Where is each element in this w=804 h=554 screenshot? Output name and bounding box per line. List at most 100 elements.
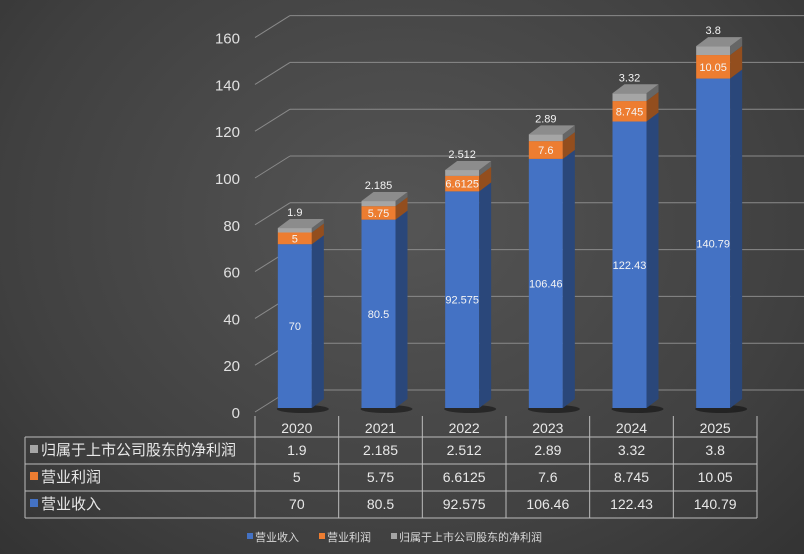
table-row-header: 归属于上市公司股东的净利润 bbox=[41, 442, 236, 459]
bar-segment-side bbox=[479, 161, 492, 176]
data-label: 7.6 bbox=[538, 145, 553, 157]
y-tick-label: 160 bbox=[215, 31, 240, 48]
bar-segment bbox=[612, 93, 647, 102]
table-cell: 3.8 bbox=[705, 442, 725, 458]
bar-segment bbox=[612, 101, 647, 122]
gridline-diagonal bbox=[254, 155, 291, 179]
bar-segment bbox=[528, 141, 563, 159]
bar-segment-side bbox=[646, 92, 659, 122]
y-tick-label: 40 bbox=[223, 311, 240, 328]
bar-segment-side bbox=[311, 223, 324, 245]
bar-segment bbox=[277, 244, 312, 408]
data-label: 3.32 bbox=[619, 72, 640, 84]
bar-segment-top bbox=[612, 84, 659, 94]
table-cell: 80.5 bbox=[367, 496, 394, 512]
bar-segment bbox=[361, 206, 396, 220]
bar-segment-side bbox=[562, 132, 575, 159]
bar-segment-side bbox=[730, 46, 743, 79]
category-label: 2024 bbox=[616, 420, 647, 436]
bar-segment-top bbox=[445, 161, 492, 171]
bar-segment bbox=[361, 219, 396, 408]
category-label: 2025 bbox=[700, 420, 731, 436]
gridline-diagonal bbox=[254, 202, 291, 226]
bar-segment-top bbox=[696, 37, 743, 47]
bar-segment bbox=[445, 191, 480, 408]
legend-swatch bbox=[319, 533, 325, 539]
bar-segment-side bbox=[730, 37, 743, 56]
y-tick-label: 120 bbox=[215, 124, 240, 141]
legend-swatch bbox=[391, 533, 397, 539]
table-cell: 8.745 bbox=[614, 469, 649, 485]
bar-segment bbox=[445, 175, 480, 192]
bar-segment bbox=[528, 158, 563, 408]
data-label: 5.75 bbox=[368, 208, 389, 220]
bar-segment-side bbox=[395, 192, 408, 207]
y-tick-label: 140 bbox=[215, 77, 240, 94]
legend-key-icon bbox=[30, 472, 38, 480]
category-label: 2022 bbox=[449, 420, 480, 436]
bar-segment-side bbox=[730, 69, 743, 409]
bar-segment-side bbox=[395, 197, 408, 220]
table-cell: 5 bbox=[293, 469, 301, 485]
legend-key-icon bbox=[30, 445, 38, 453]
table-cell: 5.75 bbox=[367, 469, 394, 485]
gridline-diagonal bbox=[254, 108, 291, 132]
data-label: 5 bbox=[292, 233, 298, 245]
bar-segment-side bbox=[646, 112, 659, 409]
table-cell: 106.46 bbox=[526, 496, 569, 512]
data-label: 92.575 bbox=[445, 295, 479, 307]
category-label: 2020 bbox=[281, 420, 312, 436]
data-label: 8.745 bbox=[616, 106, 644, 118]
y-tick-label: 60 bbox=[223, 265, 240, 282]
bar-segment-side bbox=[562, 125, 575, 142]
data-label: 122.43 bbox=[613, 260, 647, 272]
category-label: 2023 bbox=[532, 420, 563, 436]
y-tick-label: 100 bbox=[215, 171, 240, 188]
bar-segment-side bbox=[311, 219, 324, 233]
bar-segment bbox=[696, 78, 731, 409]
bar-segment bbox=[528, 134, 563, 142]
table-cell: 7.6 bbox=[538, 469, 558, 485]
legend-entry: 营业利润 bbox=[327, 530, 371, 544]
data-label: 2.89 bbox=[535, 113, 556, 125]
y-tick-label: 20 bbox=[223, 358, 240, 375]
data-label: 80.5 bbox=[368, 309, 389, 321]
data-label: 3.8 bbox=[706, 25, 721, 37]
table-cell: 1.9 bbox=[287, 442, 307, 458]
table-cell: 2.89 bbox=[534, 442, 561, 458]
bar-segment-side bbox=[646, 84, 659, 102]
category-label: 2021 bbox=[365, 420, 396, 436]
gridline-diagonal bbox=[254, 15, 291, 39]
data-label: 1.9 bbox=[287, 207, 302, 219]
y-tick-label: 0 bbox=[232, 405, 240, 422]
bar-segment-top bbox=[277, 219, 324, 229]
legend-entry: 营业收入 bbox=[255, 530, 299, 544]
legend-entry: 归属于上市公司股东的净利润 bbox=[399, 530, 542, 544]
bar-segment-side bbox=[479, 166, 492, 192]
table-cell: 92.575 bbox=[443, 496, 486, 512]
table-cell: 2.185 bbox=[363, 442, 398, 458]
bar-segment bbox=[612, 121, 647, 409]
table-row-header: 营业利润 bbox=[41, 469, 101, 486]
table-cell: 70 bbox=[289, 496, 305, 512]
bar-segment bbox=[277, 232, 312, 245]
legend-key-icon bbox=[30, 499, 38, 507]
bar-segment bbox=[696, 46, 731, 56]
data-label: 106.46 bbox=[529, 278, 563, 290]
bar-segment bbox=[277, 228, 312, 233]
table-row-header: 营业收入 bbox=[41, 496, 101, 513]
bar-segment-top bbox=[528, 125, 575, 135]
bar-segment bbox=[696, 55, 731, 79]
data-label: 140.79 bbox=[696, 238, 730, 250]
table-cell: 122.43 bbox=[610, 496, 653, 512]
bar-segment-side bbox=[479, 182, 492, 408]
table-cell: 10.05 bbox=[698, 469, 733, 485]
table-cell: 3.32 bbox=[618, 442, 645, 458]
bar-segment bbox=[361, 201, 396, 207]
bar-segment-top bbox=[361, 192, 408, 202]
data-label: 2.512 bbox=[448, 149, 476, 161]
data-label: 2.185 bbox=[365, 180, 393, 192]
bar-segment-side bbox=[562, 149, 575, 408]
table-cell: 140.79 bbox=[694, 496, 737, 512]
